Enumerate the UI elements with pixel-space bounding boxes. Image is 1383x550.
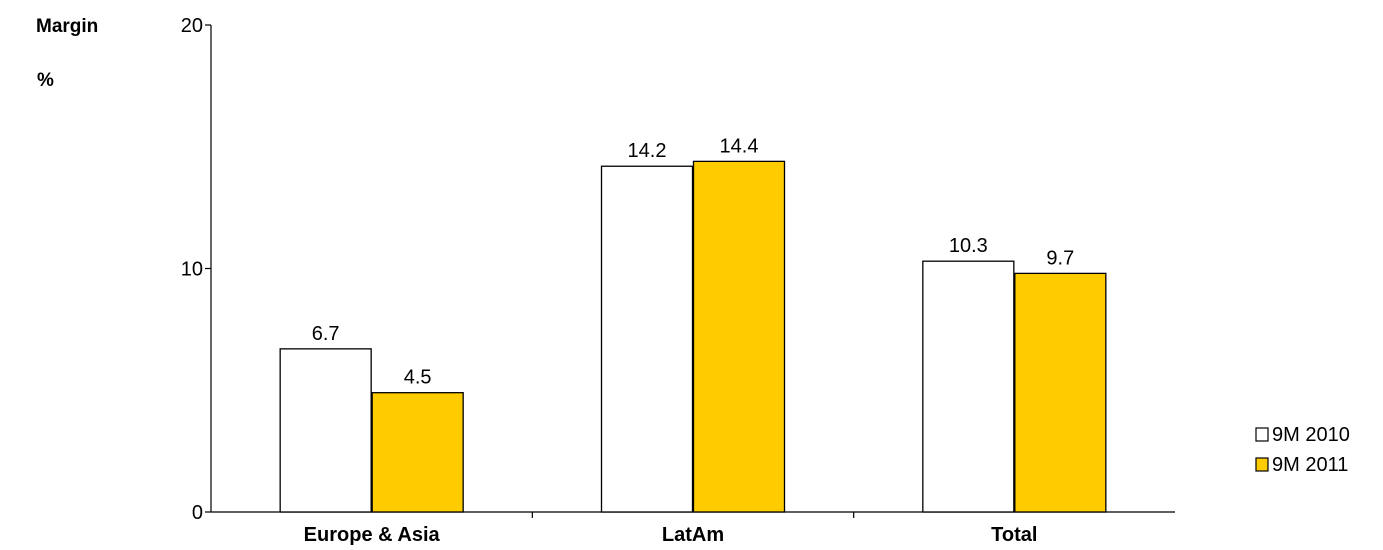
- data-label: 14.4: [720, 135, 759, 157]
- legend-label: 9M 2011: [1272, 454, 1348, 476]
- x-tick-label: LatAm: [662, 524, 724, 546]
- bar-9m-2010-0: [279, 348, 372, 513]
- data-label: 4.5: [404, 367, 432, 389]
- legend-swatch: [1255, 457, 1269, 472]
- x-tick-label: Europe & Asia: [304, 524, 441, 546]
- bar-9m-2011-1: [692, 160, 786, 513]
- bar-9m-2011-2: [1014, 272, 1107, 513]
- y-axis-label-line2: %: [37, 70, 54, 91]
- y-tick-label: 0: [192, 502, 203, 524]
- bars: [279, 160, 1107, 513]
- legend-swatch: [1255, 427, 1269, 442]
- y-tick-label: 10: [181, 259, 203, 281]
- data-label: 10.3: [949, 235, 988, 257]
- bar-9m-2011-0: [371, 392, 464, 513]
- legend-label: 9M 2010: [1272, 424, 1350, 446]
- bar-9m-2010-2: [922, 260, 1015, 513]
- y-axis-label-line1: Margin: [36, 16, 98, 37]
- data-labels: 6.7 4.5 14.2 14.4 10.3 9.7: [312, 135, 1074, 388]
- data-label: 6.7: [312, 323, 340, 345]
- y-tick-label: 20: [181, 15, 203, 37]
- data-label: 9.7: [1046, 247, 1074, 269]
- bar-9m-2010-1: [600, 165, 694, 513]
- data-label: 14.2: [628, 140, 667, 162]
- legend: 9M 2010 9M 2011: [1255, 424, 1350, 476]
- x-tick-label: Total: [991, 524, 1037, 546]
